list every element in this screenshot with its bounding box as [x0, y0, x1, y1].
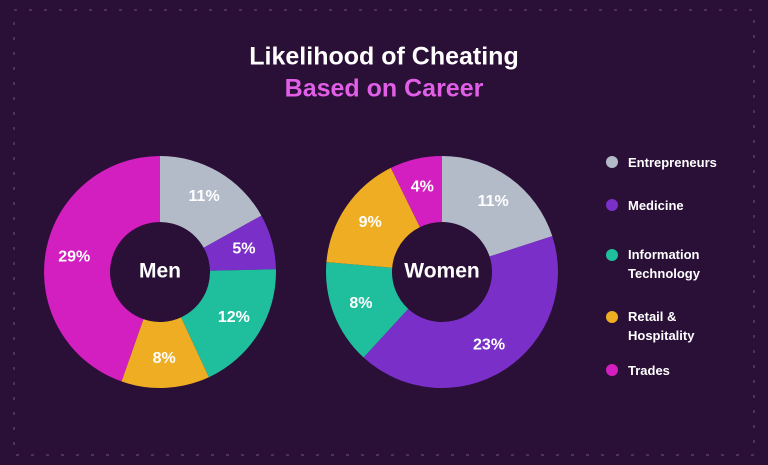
value-label: 4% [411, 178, 434, 195]
donut-segment [160, 156, 262, 248]
value-label: 8% [349, 295, 372, 312]
chart-subtitle: Based on Career [285, 75, 484, 103]
donut-segment [325, 262, 409, 358]
legend-marker [606, 156, 618, 168]
donut-segment [390, 156, 442, 228]
value-label: 12% [218, 309, 250, 326]
donut-center-label: Men [139, 260, 181, 283]
donut-center-label: Women [404, 260, 479, 283]
donut-segment [363, 236, 559, 389]
legend-label: Trades [628, 362, 670, 378]
chart-title: Likelihood of Cheating [249, 43, 518, 71]
value-label: 11% [189, 188, 220, 205]
value-label: 29% [58, 249, 90, 266]
value-label: 8% [153, 350, 176, 367]
legend-marker [606, 199, 618, 211]
value-label: 11% [478, 193, 509, 210]
legend-label: Entrepreneurs [628, 154, 717, 170]
donut-segment [326, 167, 420, 268]
legend-marker [606, 249, 618, 261]
donut-segment [181, 269, 276, 378]
legend-label: Information Technology [628, 247, 700, 281]
legend-label: Retail & Hospitality [628, 309, 695, 343]
donut-segment [43, 156, 160, 382]
value-label: 5% [232, 240, 255, 257]
frame [13, 9, 755, 456]
donut-segment [442, 156, 553, 257]
value-label: 9% [359, 214, 382, 231]
donut-segment [121, 317, 209, 388]
legend-label: Medicine [628, 197, 684, 213]
value-label: 23% [473, 336, 505, 353]
donut-segment [203, 215, 276, 271]
legend-marker [606, 311, 618, 323]
legend-marker [606, 364, 618, 376]
